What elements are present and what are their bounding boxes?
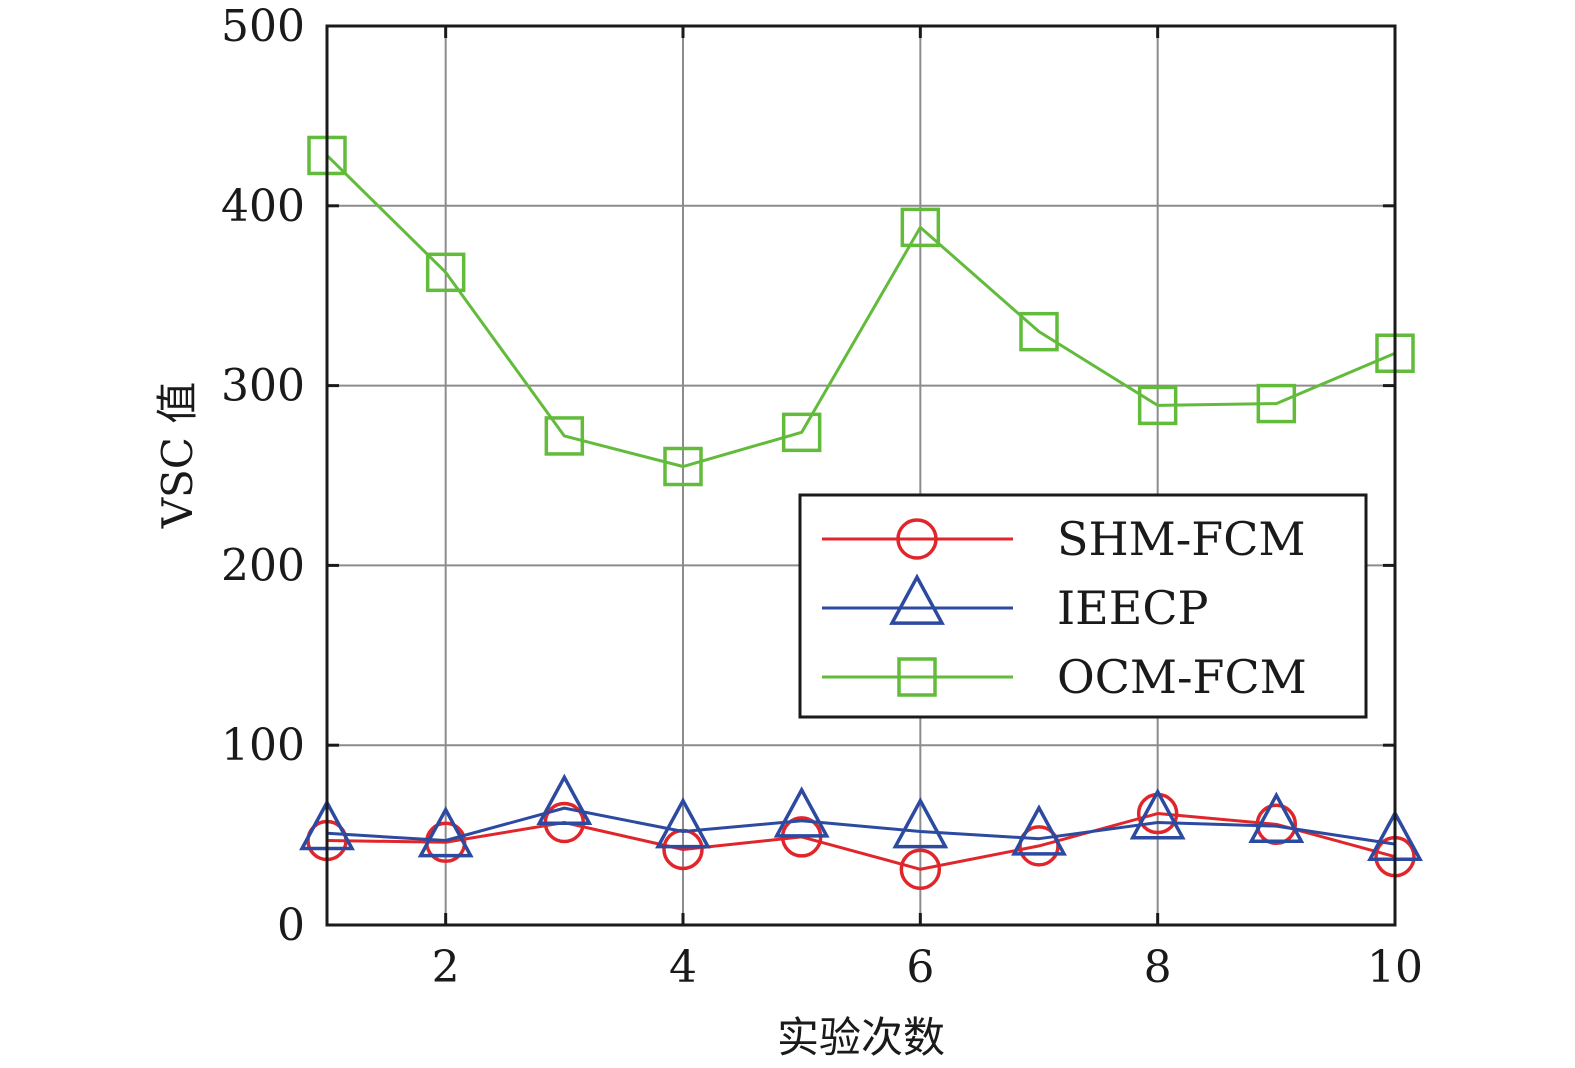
data-point — [781, 412, 822, 453]
y-tick-label: 100 — [221, 720, 305, 771]
x-tick-label: 2 — [432, 942, 460, 993]
legend: SHM-FCM IEECP OCM-FCM — [798, 493, 1368, 719]
y-axis-title: VSC 值 — [153, 382, 202, 530]
y-tick-label: 300 — [221, 361, 305, 412]
data-point — [544, 416, 585, 456]
legend-label: IEECP — [1057, 581, 1208, 635]
y-tick-label: 500 — [221, 1, 305, 52]
series-line — [326, 806, 1396, 846]
legend-item: OCM-FCM — [822, 650, 1307, 704]
legend-label: SHM-FCM — [1057, 512, 1306, 566]
x-tick-labels: 2 4 6 8 10 — [432, 942, 1423, 993]
legend-marker — [896, 518, 938, 560]
x-tick-label: 4 — [669, 942, 697, 993]
data-point — [892, 797, 949, 849]
y-tick-label: 200 — [221, 540, 305, 591]
legend-marker — [897, 657, 937, 697]
data-point — [1256, 383, 1297, 424]
data-point — [536, 773, 593, 826]
legend-label: OCM-FCM — [1057, 650, 1307, 704]
series-line — [326, 812, 1396, 871]
data-point — [900, 207, 941, 248]
legend-item: SHM-FCM — [822, 512, 1306, 566]
series-ocm-fcm — [307, 135, 1415, 487]
data-point — [417, 806, 474, 858]
axis-ticks — [327, 24, 1397, 927]
data-point — [899, 848, 942, 891]
series-ieecp — [299, 773, 1423, 862]
series-layer — [299, 135, 1423, 891]
data-point — [1011, 804, 1067, 856]
x-axis-title: 实验次数 — [777, 1013, 945, 1062]
y-tick-labels: 0 100 200 300 400 500 — [221, 1, 305, 951]
y-tick-label: 400 — [221, 181, 305, 232]
data-point — [425, 252, 466, 293]
plot-frame — [325, 24, 1397, 927]
legend-item: IEECP — [822, 573, 1208, 635]
legend-marker — [889, 573, 945, 625]
data-point — [1129, 788, 1186, 840]
data-point — [1137, 385, 1178, 426]
data-point — [663, 446, 703, 487]
series-shm-fcm — [306, 792, 1416, 891]
x-tick-label: 8 — [1144, 942, 1172, 993]
data-point — [1248, 791, 1305, 844]
series-line — [325, 154, 1396, 469]
x-tick-label: 10 — [1367, 942, 1423, 993]
x-tick-label: 6 — [906, 942, 934, 993]
legend-box — [798, 493, 1368, 719]
data-point — [773, 786, 830, 838]
data-point — [1019, 311, 1059, 352]
data-point — [655, 797, 711, 849]
y-tick-label: 0 — [277, 900, 305, 951]
grid — [327, 25, 1396, 926]
